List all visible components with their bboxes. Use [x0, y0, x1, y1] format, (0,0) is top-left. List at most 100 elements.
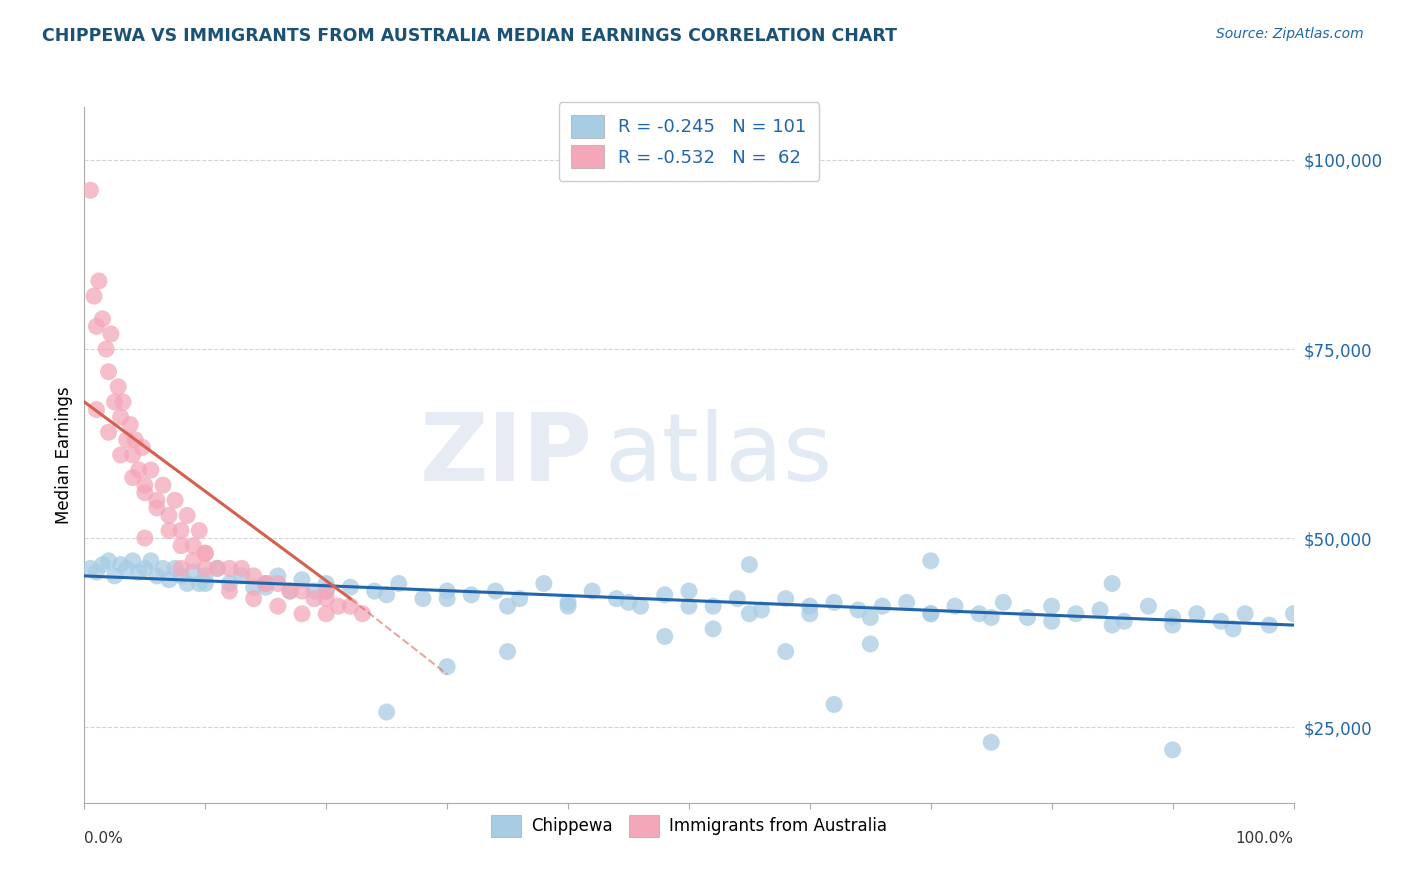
Point: [1040, 615, 1063, 629]
Point: [1088, 603, 1111, 617]
Point: [654, 629, 676, 643]
Point: [352, 607, 374, 621]
Text: CHIPPEWA VS IMMIGRANTS FROM AUSTRALIA MEDIAN EARNINGS CORRELATION CHART: CHIPPEWA VS IMMIGRANTS FROM AUSTRALIA ME…: [42, 27, 897, 45]
Point: [91, 311, 114, 326]
Point: [121, 470, 143, 484]
Point: [181, 554, 204, 568]
Point: [218, 576, 240, 591]
Point: [775, 591, 797, 606]
Point: [97, 365, 120, 379]
Point: [980, 610, 1002, 624]
Point: [267, 576, 290, 591]
Point: [176, 508, 198, 523]
Point: [799, 599, 821, 614]
Point: [94, 342, 117, 356]
Point: [207, 561, 229, 575]
Point: [315, 576, 337, 591]
Point: [993, 595, 1015, 609]
Text: atlas: atlas: [605, 409, 832, 501]
Point: [181, 565, 204, 579]
Point: [170, 561, 193, 575]
Point: [557, 595, 579, 609]
Point: [157, 573, 180, 587]
Point: [194, 546, 217, 560]
Point: [1185, 607, 1208, 621]
Point: [678, 599, 700, 614]
Point: [97, 425, 120, 440]
Point: [1161, 743, 1184, 757]
Point: [375, 588, 398, 602]
Point: [254, 576, 277, 591]
Point: [146, 569, 169, 583]
Point: [1064, 607, 1087, 621]
Point: [412, 591, 434, 606]
Point: [339, 599, 361, 614]
Point: [872, 599, 894, 614]
Point: [134, 478, 156, 492]
Point: [1137, 599, 1160, 614]
Point: [157, 508, 180, 523]
Point: [302, 584, 325, 599]
Y-axis label: Median Earnings: Median Earnings: [55, 386, 73, 524]
Point: [605, 591, 627, 606]
Point: [194, 576, 217, 591]
Point: [231, 569, 253, 583]
Point: [112, 395, 135, 409]
Point: [460, 588, 482, 602]
Point: [79, 183, 101, 197]
Point: [496, 599, 519, 614]
Point: [315, 591, 337, 606]
Point: [678, 584, 700, 599]
Point: [254, 580, 277, 594]
Point: [121, 554, 143, 568]
Point: [823, 698, 845, 712]
Point: [267, 599, 290, 614]
Point: [1101, 576, 1123, 591]
Point: [1017, 610, 1039, 624]
Point: [1282, 607, 1305, 621]
Text: 0.0%: 0.0%: [84, 830, 124, 846]
Point: [617, 595, 640, 609]
Point: [920, 554, 942, 568]
Text: Source: ZipAtlas.com: Source: ZipAtlas.com: [1216, 27, 1364, 41]
Point: [242, 591, 264, 606]
Text: 100.0%: 100.0%: [1236, 830, 1294, 846]
Point: [302, 591, 325, 606]
Point: [152, 561, 174, 575]
Point: [1234, 607, 1257, 621]
Point: [131, 441, 153, 455]
Point: [128, 565, 150, 579]
Point: [436, 659, 458, 673]
Point: [128, 463, 150, 477]
Point: [278, 584, 301, 599]
Point: [165, 493, 187, 508]
Point: [557, 599, 579, 614]
Point: [104, 395, 127, 409]
Point: [79, 561, 101, 575]
Point: [242, 580, 264, 594]
Point: [254, 576, 277, 591]
Point: [751, 603, 773, 617]
Point: [496, 644, 519, 658]
Point: [218, 561, 240, 575]
Point: [134, 561, 156, 575]
Point: [218, 584, 240, 599]
Point: [1161, 618, 1184, 632]
Point: [176, 576, 198, 591]
Point: [97, 554, 120, 568]
Point: [315, 607, 337, 621]
Point: [799, 607, 821, 621]
Point: [375, 705, 398, 719]
Point: [581, 584, 603, 599]
Point: [1209, 615, 1232, 629]
Point: [110, 558, 132, 572]
Point: [100, 326, 122, 341]
Point: [121, 448, 143, 462]
Point: [725, 591, 748, 606]
Point: [207, 561, 229, 575]
Point: [533, 576, 555, 591]
Text: ZIP: ZIP: [419, 409, 592, 501]
Point: [702, 622, 724, 636]
Point: [120, 417, 142, 432]
Point: [181, 539, 204, 553]
